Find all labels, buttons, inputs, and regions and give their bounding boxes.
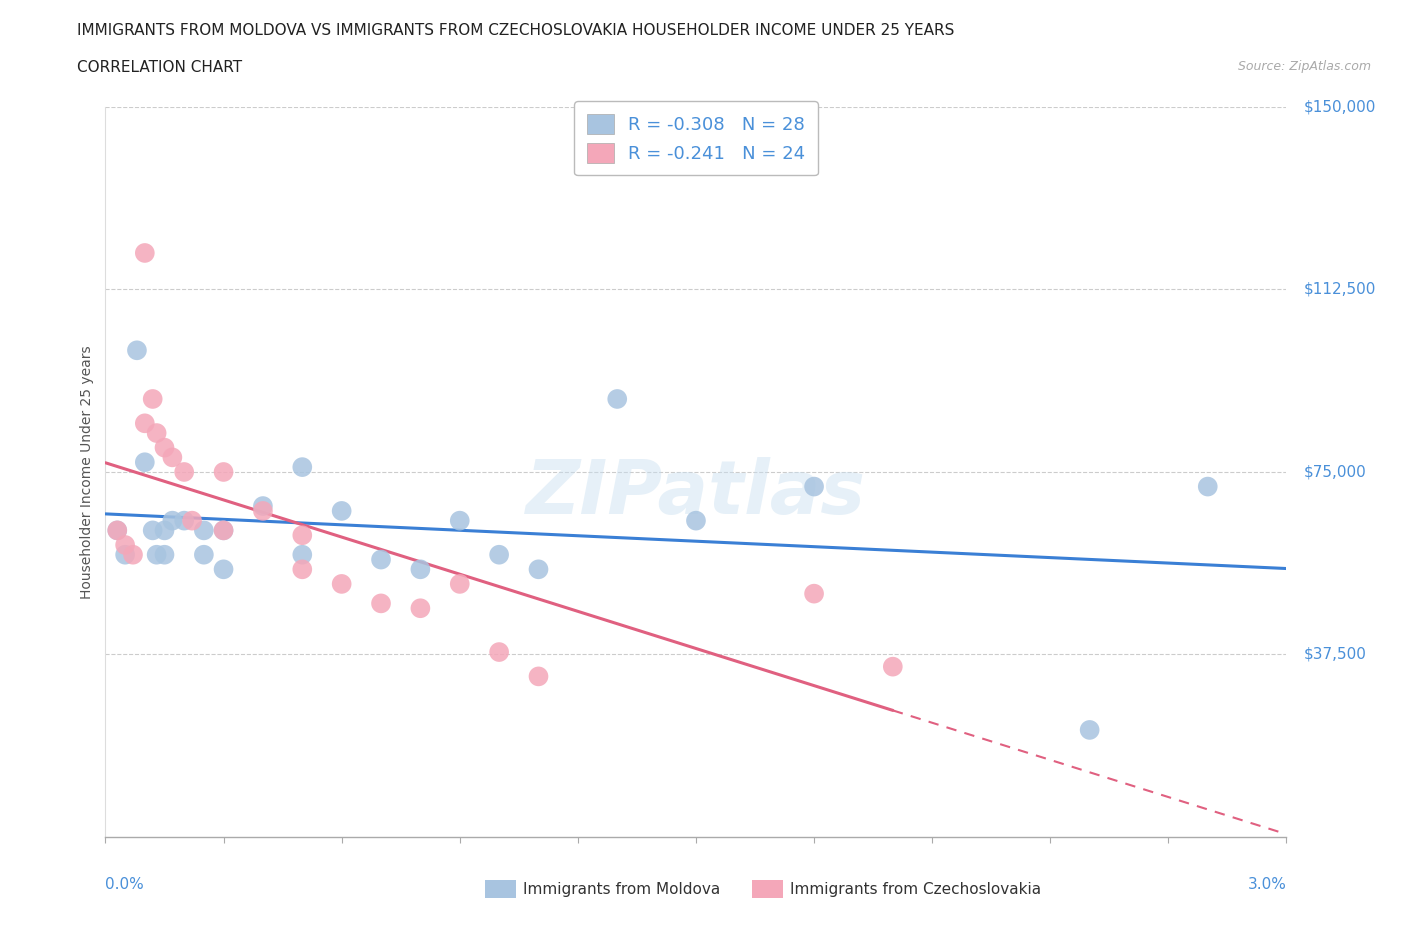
- Point: [252, 503, 274, 518]
- Point: [134, 455, 156, 470]
- Point: [488, 644, 510, 659]
- Point: [173, 465, 195, 480]
- Point: [1197, 479, 1219, 494]
- Point: [181, 513, 204, 528]
- Point: [606, 392, 628, 406]
- Text: $150,000: $150,000: [1305, 100, 1376, 114]
- Point: [153, 523, 176, 538]
- Point: [193, 547, 215, 562]
- Point: [252, 498, 274, 513]
- Point: [291, 459, 314, 474]
- Point: [370, 596, 392, 611]
- Point: [162, 513, 184, 528]
- Text: $75,000: $75,000: [1305, 464, 1367, 480]
- Text: $37,500: $37,500: [1305, 647, 1367, 662]
- Point: [142, 392, 165, 406]
- Point: [212, 465, 235, 480]
- Point: [212, 523, 235, 538]
- Point: [291, 547, 314, 562]
- Point: [162, 450, 184, 465]
- Point: [330, 577, 353, 591]
- Text: CORRELATION CHART: CORRELATION CHART: [77, 60, 242, 75]
- Point: [685, 513, 707, 528]
- Point: [449, 513, 471, 528]
- Text: IMMIGRANTS FROM MOLDOVA VS IMMIGRANTS FROM CZECHOSLOVAKIA HOUSEHOLDER INCOME UND: IMMIGRANTS FROM MOLDOVA VS IMMIGRANTS FR…: [77, 23, 955, 38]
- Point: [291, 562, 314, 577]
- Point: [193, 523, 215, 538]
- Point: [527, 669, 550, 684]
- Text: $112,500: $112,500: [1305, 282, 1376, 297]
- Legend: R = -0.308   N = 28, R = -0.241   N = 24: R = -0.308 N = 28, R = -0.241 N = 24: [574, 101, 818, 176]
- Point: [803, 586, 825, 601]
- Point: [114, 538, 136, 552]
- Point: [409, 562, 432, 577]
- Point: [527, 562, 550, 577]
- Point: [212, 523, 235, 538]
- Text: Immigrants from Moldova: Immigrants from Moldova: [523, 882, 720, 897]
- Point: [105, 523, 128, 538]
- Text: 0.0%: 0.0%: [105, 877, 145, 892]
- Text: Source: ZipAtlas.com: Source: ZipAtlas.com: [1237, 60, 1371, 73]
- Point: [105, 523, 128, 538]
- Point: [882, 659, 904, 674]
- Point: [449, 577, 471, 591]
- Text: Immigrants from Czechoslovakia: Immigrants from Czechoslovakia: [790, 882, 1042, 897]
- Point: [330, 503, 353, 518]
- Point: [134, 246, 156, 260]
- Point: [212, 562, 235, 577]
- Y-axis label: Householder Income Under 25 years: Householder Income Under 25 years: [80, 345, 94, 599]
- Point: [134, 416, 156, 431]
- Point: [803, 479, 825, 494]
- Point: [114, 547, 136, 562]
- Point: [142, 523, 165, 538]
- Text: 3.0%: 3.0%: [1247, 877, 1286, 892]
- Point: [409, 601, 432, 616]
- Text: ZIPatlas: ZIPatlas: [526, 458, 866, 530]
- Point: [145, 426, 167, 441]
- Point: [145, 547, 167, 562]
- Point: [291, 528, 314, 543]
- Point: [1078, 723, 1101, 737]
- Point: [125, 343, 148, 358]
- Point: [370, 552, 392, 567]
- Point: [122, 547, 145, 562]
- Point: [488, 547, 510, 562]
- Point: [173, 513, 195, 528]
- Point: [153, 547, 176, 562]
- Point: [153, 440, 176, 455]
